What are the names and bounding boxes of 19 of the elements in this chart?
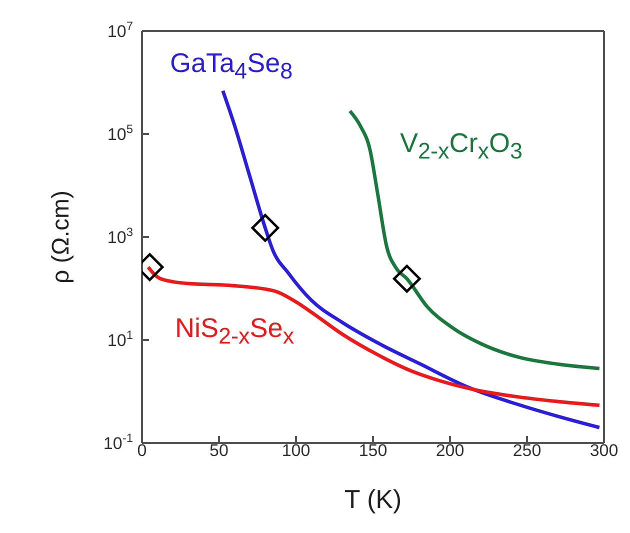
x-axis-title: T (K) <box>344 484 402 514</box>
series-label: V$_{2-x}$Cr$_{x}$O$_{3}$ <box>400 128 523 164</box>
x-tick-label: 300 <box>590 441 618 460</box>
y-tick-label: 10$^{-1}$ <box>103 431 134 453</box>
line-series <box>348 109 602 370</box>
y-tick-label: 10$^{5}$ <box>107 122 134 144</box>
y-tick-label: 10$^{3}$ <box>107 225 134 247</box>
x-tick-label: 250 <box>512 441 542 460</box>
x-tick-label: 200 <box>436 441 464 460</box>
x-tick-label: 150 <box>358 441 388 460</box>
x-tick-label: 50 <box>210 441 228 460</box>
x-tick-label: 100 <box>282 441 310 460</box>
y-tick-label: 10$^{7}$ <box>107 19 134 41</box>
y-axis-title: ρ (Ω.cm) <box>48 190 75 284</box>
x-tick-label: 0 <box>137 441 147 460</box>
series-label: NiS$_{2-x}$Se$_{x}$ <box>175 313 294 350</box>
y-tick-label: 10$^{1}$ <box>107 328 134 350</box>
line-series <box>221 89 602 430</box>
series-label: GaTa$_{4}$Se$_{8}$ <box>170 48 293 84</box>
